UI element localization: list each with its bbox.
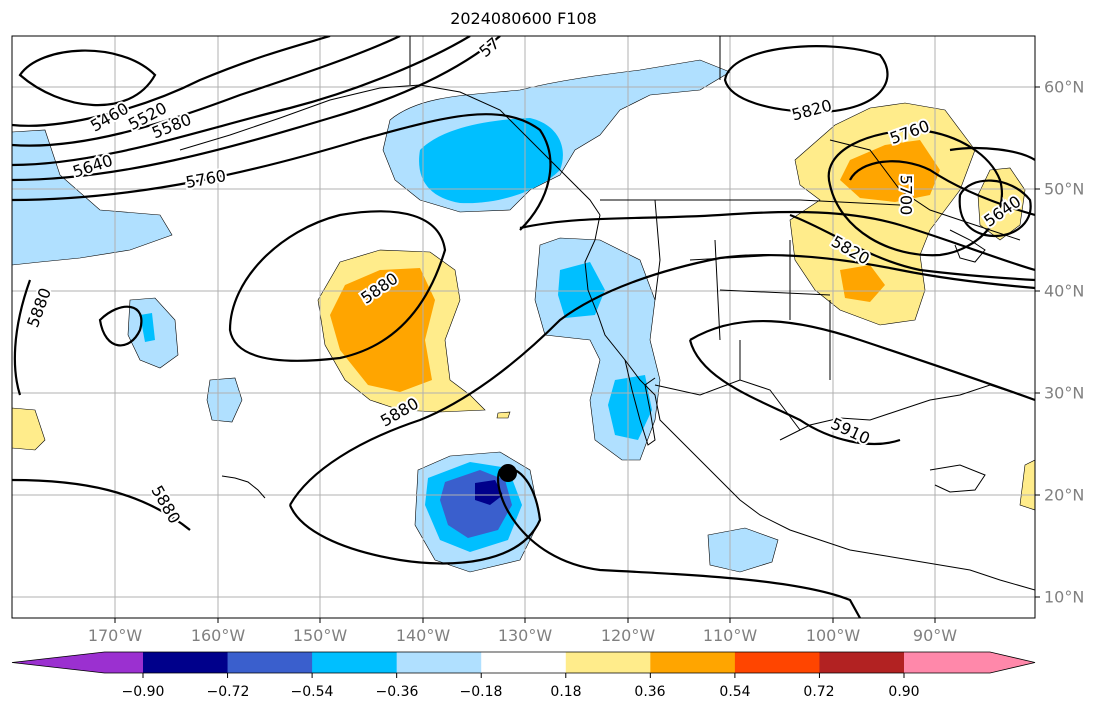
colorbar-outline xyxy=(11,651,1036,674)
north-box xyxy=(409,36,721,85)
anomaly-negative-tropical-core xyxy=(475,480,503,505)
lon-label-110w: 110°W xyxy=(702,626,758,645)
alaska-coast xyxy=(179,84,601,216)
contour-label: 5700 xyxy=(897,175,916,216)
anomaly-negative-small-2 xyxy=(206,377,243,423)
contour-5520 xyxy=(12,36,331,127)
colorbar-segment xyxy=(904,652,990,673)
colorbar-label: −0.36 xyxy=(375,684,419,700)
lon-label-130w: 130°W xyxy=(497,626,553,645)
contour-5640-east xyxy=(958,179,1032,238)
colorbar-label: 0.18 xyxy=(550,684,582,700)
colorbar-segment xyxy=(734,652,820,673)
anomaly-positive-east-edge xyxy=(1019,459,1035,511)
colorbar-label: 0.72 xyxy=(803,684,835,700)
colorbar-label: −0.90 xyxy=(121,684,165,700)
contour-5910 xyxy=(688,320,1035,446)
map-graticule xyxy=(12,36,1035,618)
contour-5580 xyxy=(12,36,401,147)
contour-5880-west xyxy=(13,279,32,396)
anomaly-negative-gulf-of-alaska-core xyxy=(419,118,563,204)
colorbar-label: −0.18 xyxy=(459,684,503,700)
contour-5460 xyxy=(18,49,157,107)
lat-label-40n: 40°N xyxy=(1044,281,1085,301)
lat-label-60n: 60°N xyxy=(1044,77,1085,97)
lat-label-10n: 10°N xyxy=(1044,587,1085,607)
state-lines xyxy=(654,199,831,380)
colorbar-segment xyxy=(650,652,736,673)
us-canada-border xyxy=(600,199,901,206)
contour-5880-main xyxy=(519,210,1035,272)
colorbar-segment xyxy=(104,652,143,673)
contour-5700-east xyxy=(849,160,1035,217)
anomaly-positive-west-edge xyxy=(12,407,46,451)
colorbar-segment xyxy=(396,652,482,673)
lon-label-150w: 150°W xyxy=(292,626,348,645)
lon-label-140w: 140°W xyxy=(395,626,451,645)
colorbar-segment xyxy=(819,652,905,673)
colorbar xyxy=(11,651,1036,678)
colorbar-segment xyxy=(565,652,651,673)
contour-5880-small xyxy=(98,305,143,347)
canada-hudson xyxy=(829,139,1021,241)
baja-california xyxy=(624,359,656,446)
lon-label-170w: 170°W xyxy=(87,626,143,645)
colorbar-label: 0.90 xyxy=(888,684,920,700)
contour-5700 xyxy=(12,36,501,182)
anomaly-negative-small-1-core xyxy=(140,313,155,342)
storm-center-marker xyxy=(499,464,517,482)
hawaii xyxy=(221,475,266,499)
colorbar-segment xyxy=(481,652,567,673)
anomaly-positive-midwest-core xyxy=(840,265,885,302)
lon-label-90w: 90°W xyxy=(912,626,958,645)
anomaly-negative-mexico xyxy=(707,527,779,573)
contour-5880-tropical xyxy=(12,254,1035,531)
contour-5880-pacific xyxy=(228,210,447,362)
contour-5760-east xyxy=(827,128,1003,257)
anomaly-positive-pacific-high-core xyxy=(330,268,435,392)
tick-marks xyxy=(114,86,1040,623)
north-america-west-coast xyxy=(584,214,1035,591)
lat-label-20n: 20°N xyxy=(1044,485,1085,505)
colorbar-segment xyxy=(143,652,229,673)
lat-label-30n: 30°N xyxy=(1044,383,1085,403)
colorbar-label: −0.72 xyxy=(206,684,250,700)
map-frame xyxy=(11,35,1036,619)
contour-5760 xyxy=(12,113,552,231)
colorbar-label: −0.54 xyxy=(290,684,334,700)
lon-label-120w: 120°W xyxy=(600,626,656,645)
map-title: 2024080600 F108 xyxy=(450,9,597,28)
colorbar-label: 0.54 xyxy=(719,684,751,700)
colorbar-segment xyxy=(312,652,398,673)
contour-5820-east2 xyxy=(949,146,1035,161)
great-lakes xyxy=(949,229,986,263)
colorbar-extend-low xyxy=(12,652,105,673)
yucatan xyxy=(929,464,986,493)
colorbar-extend-high xyxy=(990,652,1035,673)
lat-label-50n: 50°N xyxy=(1044,179,1085,199)
lon-label-100w: 100°W xyxy=(805,626,861,645)
anomaly-positive-small xyxy=(496,411,511,419)
contour-5820-east xyxy=(789,213,1035,282)
lon-label-160w: 160°W xyxy=(190,626,246,645)
colorbar-label: 0.36 xyxy=(634,684,666,700)
anomaly-positive-canada-core xyxy=(840,140,940,202)
colorbar-segment xyxy=(227,652,313,673)
contour-5640 xyxy=(12,36,471,167)
contour-5820-north xyxy=(723,45,889,114)
